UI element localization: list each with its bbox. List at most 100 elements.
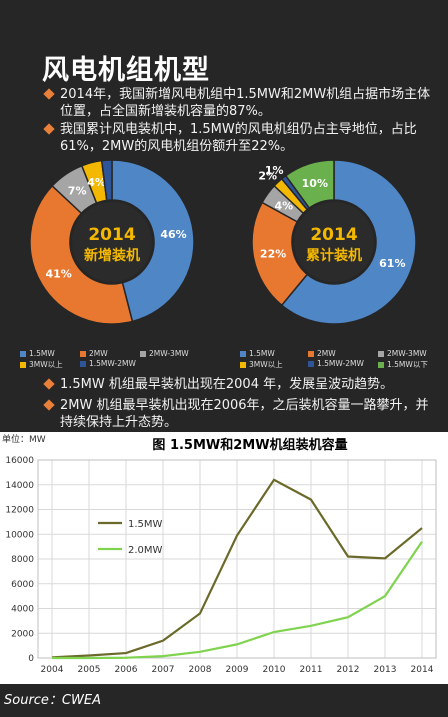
pie-slice (280, 159, 417, 325)
donut-center-label: 新增装机 (84, 247, 140, 264)
legend-entry: 2MW (308, 349, 336, 358)
legend-swatch (240, 362, 246, 368)
pie-data-label: 22% (260, 248, 286, 261)
legend-entry: 2MW (80, 349, 108, 358)
diamond-bullet-icon (43, 378, 55, 390)
legend-label: 2MW (89, 349, 108, 358)
y-axis-label: 单位：MW (2, 433, 46, 445)
y-tick-label: 2000 (11, 629, 34, 639)
legend-label: 1.5MW (128, 519, 163, 530)
bullet-item: 2MW 机组最早装机出现在2006年，之后装机容量一路攀升，并持续保持上升态势。 (43, 397, 440, 431)
x-tick-label: 2008 (189, 665, 212, 675)
y-tick-label: 8000 (11, 555, 34, 565)
legend-entry: 2MW-3MW (140, 349, 189, 358)
x-tick-label: 2012 (337, 665, 360, 675)
legend-swatch (20, 362, 26, 368)
legend-label: 1.5MW-2MW (317, 359, 364, 368)
line-chart-title: 图 1.5MW和2MW机组装机容量 (152, 437, 347, 453)
bullet-text: 2014年，我国新增风电机组中1.5MW和2MW机组占据市场主体位置，占全国新增… (60, 87, 431, 119)
diamond-bullet-icon (43, 88, 55, 100)
legend-label: 2.0MW (128, 545, 163, 556)
legend-swatch (140, 351, 146, 357)
legend-swatch (80, 351, 86, 357)
legend-swatch (308, 351, 314, 357)
pie-data-label: 41% (45, 268, 71, 281)
y-tick-label: 14000 (5, 481, 34, 491)
pie-charts: 46%41%7%4%2%2014新增装机61%22%4%2%1%10%2014累… (29, 158, 417, 325)
x-tick-label: 2005 (78, 665, 101, 675)
legend-entry: 1.5MW以下 (378, 359, 428, 370)
legend-label: 2MW-3MW (149, 349, 189, 358)
legend-label: 2MW (317, 349, 336, 358)
pie-data-label: 61% (379, 257, 405, 270)
legend-swatch (20, 351, 26, 357)
y-tick-label: 10000 (5, 530, 34, 540)
legend-entry: 1.5MW (20, 349, 55, 358)
legend-label: 1.5MW以下 (387, 360, 428, 369)
legend-label: 1.5MW (29, 349, 55, 358)
legend-swatch (378, 362, 384, 368)
source-note: Source：CWEA (4, 693, 101, 708)
legend-swatch (240, 351, 246, 357)
legend-label: 3MW以上 (249, 360, 283, 369)
x-tick-label: 2006 (115, 665, 138, 675)
legend-label: 2MW-3MW (387, 349, 427, 358)
y-tick-label: 6000 (11, 580, 34, 590)
legend-entry: 1.5MW-2MW (308, 359, 364, 368)
bullet-text: 我国累计风电装机中，1.5MW的风电机组仍占主导地位，占比61%，2MW的风电机… (60, 122, 417, 154)
x-tick-label: 2007 (152, 665, 175, 675)
x-tick-label: 2004 (41, 665, 64, 675)
bottom-bullet-list: 1.5MW 机组最早装机出现在2004 年，发展呈波动趋势。 2MW 机组最早装… (43, 376, 440, 435)
slide-title: 风电机组机型 (42, 55, 210, 86)
legend-entry: 3MW以上 (240, 359, 283, 370)
legend-label: 3MW以上 (29, 360, 63, 369)
y-tick-label: 0 (28, 654, 34, 664)
line-chart: 图 1.5MW和2MW机组装机容量 单位：MW 0 2000 4000 6000 8000 1… (2, 433, 437, 675)
bullet-text: 1.5MW 机组最早装机出现在2004 年，发展呈波动趋势。 (60, 377, 394, 392)
bullet-item: 我国累计风电装机中，1.5MW的风电机组仍占主导地位，占比61%，2MW的风电机… (43, 121, 440, 155)
pie-data-label: 4% (274, 200, 293, 213)
x-tick-label: 2011 (300, 665, 323, 675)
donut-chart-2: 61% 22% 4% 2%1% 10% 2014 累计装机 (251, 159, 417, 325)
pie-data-label: 7% (68, 185, 87, 198)
donut-hole (294, 202, 374, 282)
x-tick-label: 2009 (226, 665, 249, 675)
x-tick-label: 2010 (263, 665, 286, 675)
pie-data-label: 46% (160, 228, 186, 241)
legend-label: 1.5MW-2MW (89, 359, 136, 368)
pie-slice (251, 201, 309, 307)
line-chart-panel: 图 1.5MW和2MW机组装机容量 单位：MW 0 2000 4000 6000 8000 1… (0, 432, 448, 684)
pie-slice (111, 159, 195, 323)
legend-swatch (378, 351, 384, 357)
legend-entry: 1.5MW (240, 349, 275, 358)
donut-center-year: 2014 (310, 225, 357, 245)
pie-data-label: 4% (87, 176, 106, 189)
diamond-bullet-icon (43, 123, 55, 135)
bullet-text: 2MW 机组最早装机出现在2006年，之后装机容量一路攀升，并持续保持上升态势。 (60, 398, 429, 430)
legend-label: 1.5MW (249, 349, 275, 358)
pie-data-label: 1% (265, 164, 284, 177)
bullet-item: 1.5MW 机组最早装机出现在2004 年，发展呈波动趋势。 (43, 376, 440, 393)
pie-data-label: 10% (302, 177, 328, 190)
x-tick-label: 2014 (411, 665, 434, 675)
pie-slice (100, 159, 113, 202)
pie-slice (284, 159, 335, 210)
donut-center-label: 累计装机 (306, 247, 362, 264)
pie-slice (29, 184, 134, 325)
legend-swatch (80, 361, 86, 367)
donut-center-year: 2014 (88, 225, 135, 245)
x-tick-label: 2013 (374, 665, 397, 675)
y-tick-label: 16000 (5, 456, 34, 466)
legend-swatch (308, 361, 314, 367)
top-bullet-list: 2014年，我国新增风电机组中1.5MW和2MW机组占据市场主体位置，占全国新增… (43, 86, 440, 156)
plot-frame (37, 459, 437, 659)
legend-entry: 3MW以上 (20, 359, 63, 370)
pie-data-label: 2% (258, 170, 277, 183)
diamond-bullet-icon (43, 399, 55, 411)
y-tick-label: 12000 (5, 506, 34, 516)
donut-hole (72, 202, 152, 282)
bullet-item: 2014年，我国新增风电机组中1.5MW和2MW机组占据市场主体位置，占全国新增… (43, 86, 440, 120)
y-tick-label: 4000 (11, 605, 34, 615)
legend-entry: 1.5MW-2MW (80, 359, 136, 368)
